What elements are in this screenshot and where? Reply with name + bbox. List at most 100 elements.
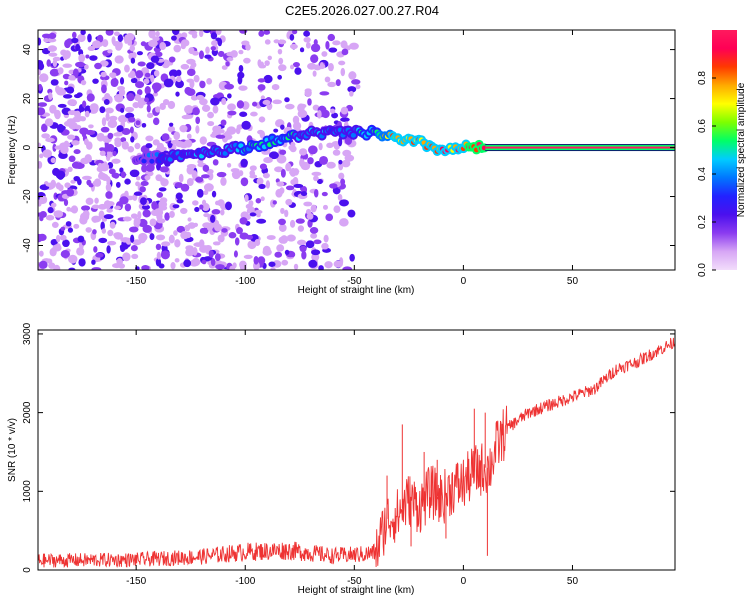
heatmap-cell (72, 68, 79, 78)
heatmap-cell (278, 218, 286, 226)
heatmap-cell (205, 247, 210, 255)
heatmap-cell (173, 131, 181, 140)
heatmap-cell (78, 258, 86, 267)
heatmap-cell (299, 158, 305, 168)
heatmap-cell (335, 79, 341, 87)
heatmap-cell (210, 214, 216, 223)
heatmap-cell (45, 137, 55, 143)
heatmap-cell (106, 201, 115, 207)
heatmap-cell (38, 200, 42, 207)
heatmap-cell (239, 111, 248, 117)
heatmap-cell (310, 43, 321, 53)
heatmap-cell (297, 109, 308, 118)
heatmap-cell (87, 45, 96, 51)
heatmap-cell (186, 177, 194, 187)
heatmap-cell (59, 234, 67, 241)
heatmap-cell (140, 41, 147, 47)
x-tick-label: -150 (126, 276, 146, 287)
heatmap-cell (333, 260, 343, 268)
heatmap-cell (312, 104, 320, 111)
heatmap-cell (119, 243, 129, 250)
heatmap-cell (204, 54, 212, 59)
heatmap-cell (94, 197, 99, 204)
heatmap-cell (289, 145, 297, 153)
heatmap-cell (262, 248, 272, 256)
y-tick-label: -20 (22, 189, 33, 204)
heatmap-cell (124, 203, 132, 212)
heatmap-cell (72, 31, 77, 39)
heatmap-cell (172, 204, 180, 209)
heatmap-cell (117, 34, 124, 42)
heatmap-cell (106, 208, 114, 213)
heatmap-cell (289, 64, 295, 70)
heatmap-cell (167, 100, 176, 109)
heatmap-cell (48, 32, 57, 40)
heatmap-cell (82, 210, 90, 218)
heatmap-cell (285, 198, 293, 206)
heatmap-cell (167, 125, 176, 133)
heatmap-cell (53, 109, 61, 118)
heatmap-cell (65, 221, 72, 227)
heatmap-cell (207, 111, 214, 119)
heatmap-cell (120, 107, 125, 113)
heatmap-cell (136, 51, 143, 56)
heatmap-cell (158, 146, 167, 151)
heatmap-cell (247, 240, 257, 250)
heatmap-cell (75, 43, 81, 52)
heatmap-cell (168, 122, 174, 127)
heatmap-cell (304, 88, 312, 93)
heatmap-cell (257, 129, 264, 135)
heatmap-cell (57, 67, 64, 75)
heatmap-cell (41, 123, 48, 133)
heatmap-cell (75, 61, 85, 68)
heatmap-cell (319, 91, 330, 96)
heatmap-cell (338, 60, 346, 66)
heatmap-cell (145, 163, 155, 172)
heatmap-cell (107, 119, 118, 129)
heatmap-cell (150, 74, 155, 83)
heatmap-cell (153, 70, 160, 77)
y-tick-label: 3000 (22, 322, 33, 345)
heatmap-cell (207, 171, 214, 181)
heatmap-cell (84, 64, 89, 70)
heatmap-cell (349, 253, 355, 262)
heatmap-cell (50, 238, 58, 246)
heatmap-cell (183, 259, 192, 268)
heatmap-cell (55, 234, 61, 243)
heatmap-cell (254, 209, 263, 215)
heatmap-cell (328, 47, 338, 53)
figure-title: C2E5.2026.027.00.27.R04 (285, 3, 439, 18)
heatmap-cell (289, 167, 297, 177)
heatmap-cell (82, 157, 93, 163)
heatmap-cell (186, 164, 197, 169)
heatmap-cell (148, 30, 156, 39)
heatmap-cell (226, 162, 232, 168)
heatmap-cell (215, 30, 222, 36)
heatmap-cell (249, 170, 256, 177)
heatmap-cell (144, 85, 151, 95)
heatmap-cell (48, 262, 56, 269)
snr-xlabel: Height of straight line (km) (298, 585, 415, 596)
heatmap-cell (280, 124, 285, 130)
heatmap-cell (51, 221, 59, 229)
heatmap-cell (305, 240, 315, 249)
heatmap-cell (210, 32, 218, 40)
spectrogram-panel: -150 -100 -50 0 50 -40 -20 0 20 40 Height of stra… (7, 29, 676, 296)
heatmap-cell (91, 204, 100, 210)
heatmap-cell (107, 49, 113, 54)
heatmap-cell (67, 227, 74, 233)
spectrogram-xlabel: Height of straight line (km) (298, 285, 415, 296)
heatmap-cell (341, 159, 351, 168)
heatmap-cell (99, 150, 106, 157)
heatmap-cell (128, 226, 139, 233)
heatmap-cell (252, 101, 258, 107)
heatmap-cell (241, 40, 250, 46)
heatmap-cell (45, 182, 56, 187)
heatmap-cell (211, 209, 221, 215)
heatmap-cell (39, 211, 47, 218)
heatmap-cell (276, 154, 287, 164)
heatmap-cell (184, 105, 194, 114)
heatmap-cell (227, 110, 237, 116)
heatmap-cell (52, 244, 62, 252)
heatmap-cell (115, 181, 121, 188)
